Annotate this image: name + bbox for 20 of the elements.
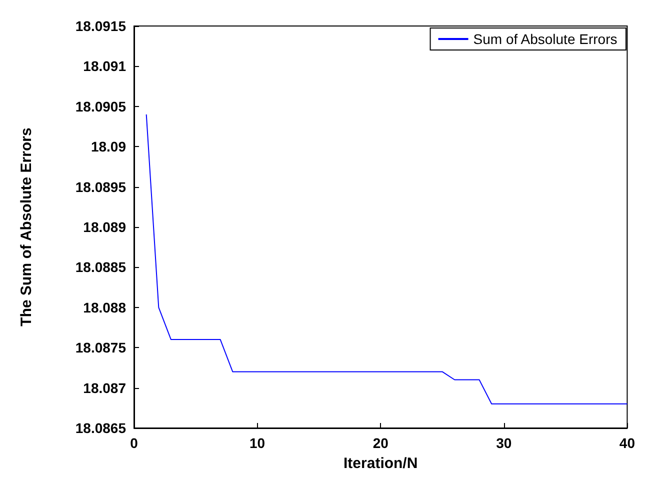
y-tick-label: 18.091 bbox=[83, 58, 126, 74]
y-tick-label: 18.089 bbox=[83, 219, 126, 235]
y-tick-label: 18.09 bbox=[90, 138, 126, 155]
y-tick-label: 18.088 bbox=[83, 299, 126, 316]
x-axis-title: Iteration/N bbox=[344, 455, 418, 472]
y-axis-title: The Sum of Absolute Errors bbox=[18, 128, 35, 326]
line-series bbox=[146, 114, 628, 404]
y-tick-label: 18.087 bbox=[83, 380, 126, 396]
legend-label: Sum of Absolute Errors bbox=[473, 31, 618, 47]
x-tick-label: 30 bbox=[496, 435, 512, 451]
x-tick-label: 40 bbox=[619, 435, 636, 451]
x-tick-label: 20 bbox=[372, 435, 389, 451]
x-tick-label: 10 bbox=[250, 435, 266, 451]
y-tick-label: 18.0865 bbox=[75, 420, 126, 436]
y-tick-label: 18.0875 bbox=[75, 340, 126, 356]
y-tick-label: 18.0885 bbox=[75, 259, 126, 276]
x-tick-label: 0 bbox=[130, 435, 138, 451]
y-tick-label: 18.0895 bbox=[75, 178, 126, 195]
y-tick-label: 18.0915 bbox=[75, 18, 126, 34]
y-tick-label: 18.0905 bbox=[75, 98, 126, 114]
